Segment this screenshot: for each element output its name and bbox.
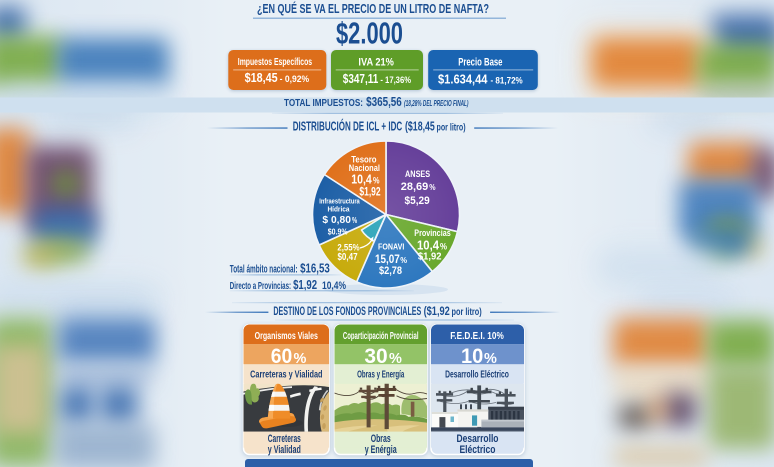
svg-text:Tesoro: Tesoro <box>351 154 376 165</box>
svg-text:10: 10 <box>461 345 483 368</box>
svg-text:FONAVI: FONAVI <box>378 243 404 252</box>
svg-text:TOTAL IMPUESTOS:: TOTAL IMPUESTOS: <box>284 97 363 109</box>
svg-text:F.E.D.E.I. 10%: F.E.D.E.I. 10% <box>450 331 504 342</box>
svg-text:(18,28% DEL PRECIO FINAL): (18,28% DEL PRECIO FINAL) <box>404 98 469 108</box>
svg-text:y Enérgia: y Enérgia <box>365 444 398 456</box>
svg-text:%: % <box>294 351 307 367</box>
svg-text:($1,92: ($1,92 <box>424 304 450 318</box>
svg-text:$0.9%: $0.9% <box>328 228 348 237</box>
svg-text:ANSES: ANSES <box>405 169 430 179</box>
svg-text:- 17,36%: - 17,36% <box>380 75 411 86</box>
svg-text:$365,56: $365,56 <box>366 95 402 109</box>
svg-text:y Vialidad: y Vialidad <box>268 444 301 456</box>
svg-text:2,55%: 2,55% <box>337 243 360 254</box>
svg-text:10,4: 10,4 <box>351 173 372 187</box>
svg-text:Obras: Obras <box>371 433 391 445</box>
svg-text:¿EN QUÉ SE VA EL PRECIO DE UN: ¿EN QUÉ SE VA EL PRECIO DE UN LITRO DE N… <box>257 1 489 16</box>
svg-text:60: 60 <box>271 345 293 368</box>
svg-text:10,4%: 10,4% <box>322 280 346 292</box>
svg-text:%: % <box>389 351 402 367</box>
svg-text:$2,78: $2,78 <box>379 265 402 277</box>
svg-text:$2.000: $2.000 <box>336 16 403 51</box>
svg-text:Desarrollo: Desarrollo <box>457 433 499 445</box>
svg-text:Directo a Provincias:: Directo a Provincias: <box>230 280 291 292</box>
svg-text:Provincias: Provincias <box>414 228 450 238</box>
svg-text:por litro): por litro) <box>437 123 466 134</box>
svg-text:- 0,92%: - 0,92% <box>280 74 310 85</box>
svg-text:Precio Base: Precio Base <box>458 57 502 69</box>
svg-text:Impuestos Específicos: Impuestos Específicos <box>238 57 313 68</box>
svg-text:$1,92: $1,92 <box>418 251 442 262</box>
svg-text:$ 0,80: $ 0,80 <box>322 215 351 226</box>
svg-text:%: % <box>440 242 447 252</box>
svg-text:%: % <box>352 216 357 225</box>
svg-text:Obras y Energía: Obras y Energía <box>357 370 404 381</box>
svg-text:%: % <box>373 176 380 186</box>
svg-text:Carreteras: Carreteras <box>268 433 301 445</box>
svg-text:%: % <box>429 182 436 192</box>
svg-text:Nacional: Nacional <box>349 163 380 174</box>
svg-text:$1.634,44: $1.634,44 <box>438 72 488 87</box>
svg-text:15,07: 15,07 <box>375 254 400 266</box>
svg-text:Desarrollo Eléctrico: Desarrollo Eléctrico <box>445 370 509 381</box>
svg-text:$1,92: $1,92 <box>293 277 317 292</box>
svg-text:Eléctrico: Eléctrico <box>460 444 496 456</box>
svg-text:($18,45: ($18,45 <box>405 120 435 134</box>
svg-text:Organismos Viales: Organismos Viales <box>255 331 319 342</box>
svg-text:$18,45: $18,45 <box>245 70 278 85</box>
svg-text:DISTRIBUCIÓN DE ICL + IDC: DISTRIBUCIÓN DE ICL + IDC <box>293 119 403 134</box>
svg-text:30: 30 <box>364 345 387 368</box>
svg-text:Total ámbito nacional:: Total ámbito nacional: <box>230 263 298 275</box>
svg-text:- 81,72%: - 81,72% <box>491 76 524 87</box>
svg-text:$5,29: $5,29 <box>405 195 430 207</box>
svg-text:Carreteras y Vialidad: Carreteras y Vialidad <box>250 370 322 381</box>
svg-text:$0,47: $0,47 <box>337 252 357 263</box>
svg-text:%: % <box>484 351 497 367</box>
svg-text:DESTINO DE LOS FONDOS PROVINCI: DESTINO DE LOS FONDOS PROVINCIALES <box>273 304 421 318</box>
svg-text:Hídrica: Hídrica <box>327 204 350 213</box>
svg-text:10,4: 10,4 <box>417 239 439 253</box>
svg-text:$347,11: $347,11 <box>343 71 379 86</box>
svg-text:$16,53: $16,53 <box>300 260 330 275</box>
svg-text:$1,92: $1,92 <box>359 187 380 199</box>
svg-text:28,69: 28,69 <box>401 181 428 193</box>
svg-text:IVA 21%: IVA 21% <box>358 57 394 69</box>
svg-text:por litro): por litro) <box>452 307 482 318</box>
svg-text:Coparticipación Provincial: Coparticipación Provincial <box>343 331 419 342</box>
svg-text:Infraestructura: Infraestructura <box>319 197 360 206</box>
svg-text:%: % <box>400 255 407 265</box>
